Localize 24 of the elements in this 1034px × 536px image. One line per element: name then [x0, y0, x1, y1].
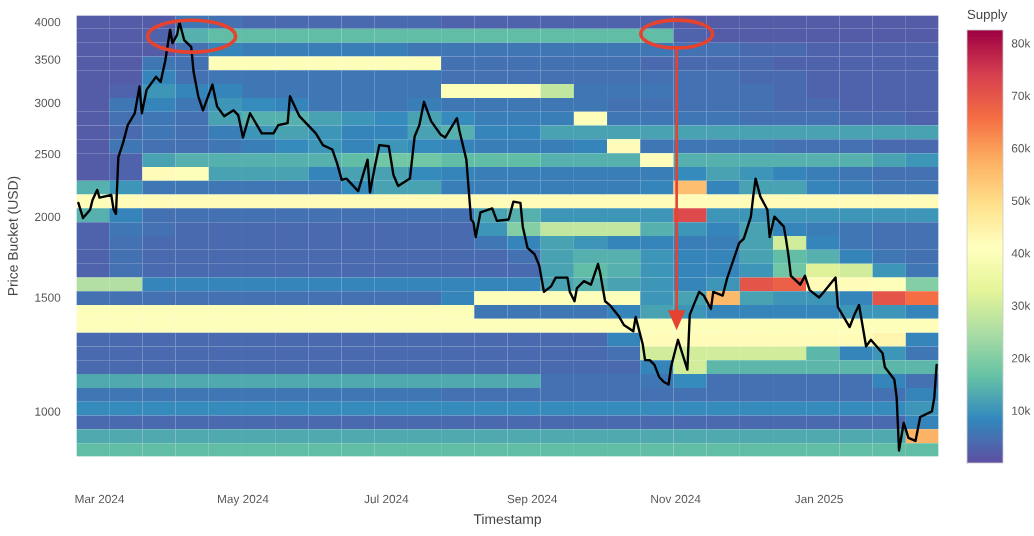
x-tick-label: Mar 2024	[75, 494, 125, 504]
color-bar-title: Supply	[967, 9, 1008, 22]
y-tick-label: 1500	[35, 293, 61, 302]
color-bar-label: 60k	[1011, 143, 1031, 153]
color-bar-label: 20k	[1011, 353, 1031, 363]
y-tick-label: 1000	[35, 407, 61, 416]
y-tick-label: 3000	[34, 98, 61, 108]
x-tick-label: May 2024	[218, 494, 269, 506]
color-bar-label: 30k	[1011, 301, 1031, 310]
color-bar-label: 50k	[1011, 196, 1031, 205]
y-tick-label: 4000	[34, 17, 61, 27]
x-tick-label: Nov 2024	[651, 494, 701, 504]
color-bar-label: 10k	[1012, 406, 1031, 415]
y-tick-label: 3500	[34, 55, 61, 64]
x-tick-label: Sep 2024	[507, 494, 558, 506]
y-tick-label: 2000	[35, 212, 61, 222]
color-bar-label: 70k	[1011, 91, 1031, 100]
x-axis-title: Timestamp	[473, 513, 541, 527]
color-bar-label: 40k	[1011, 248, 1031, 258]
y-tick-label: 2500	[35, 149, 61, 159]
y-axis-title: Price Bucket (USD)	[7, 176, 21, 296]
x-tick-label: Jul 2024	[364, 494, 409, 504]
x-tick-label: Jan 2025	[794, 494, 843, 504]
color-bar-label: 80k	[1011, 38, 1031, 48]
